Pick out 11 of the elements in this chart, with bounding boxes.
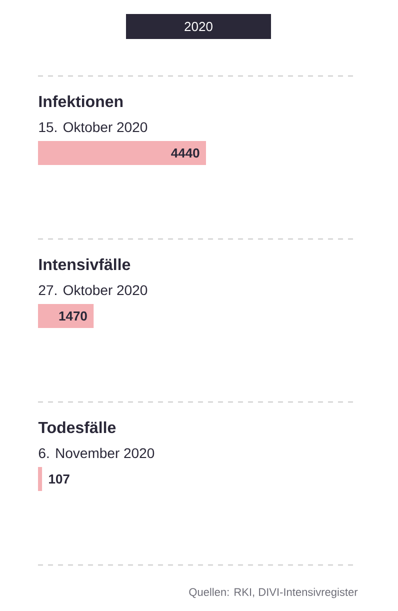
chart-title: 2020 [184,22,212,32]
annotation: 15. Oktober 2020 [39,122,148,132]
annotation: 27. Oktober 2020 [38,284,148,296]
y-tick-label: Todesfälle [38,421,116,434]
data-label: 4440 [171,148,200,158]
annotation: 6. November 2020 [38,448,154,458]
y-tick-label: Intensivfälle [39,258,130,270]
data-label: 107 [49,474,70,484]
y-tick-label: Infektionen [39,95,123,108]
source-note: Quellen: RKI, DIVI-Intensivregister [189,588,358,598]
data-label: 1470 [59,311,87,321]
